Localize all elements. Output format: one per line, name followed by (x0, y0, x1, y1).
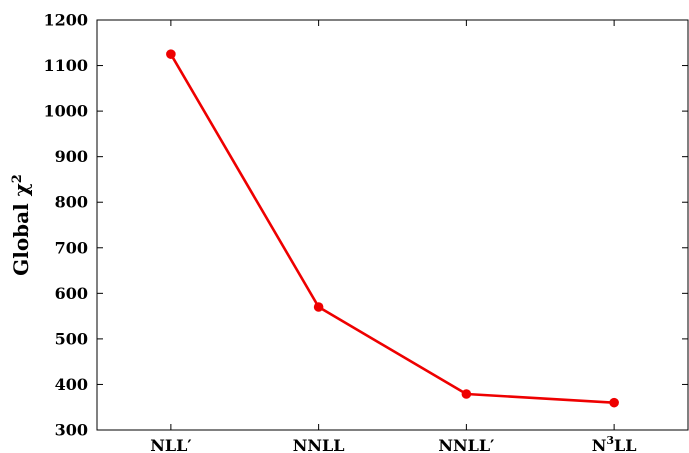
y-tick-label: 1000 (43, 102, 88, 121)
y-tick-label: 500 (55, 329, 88, 348)
y-axis-title: Global χ2 (9, 174, 33, 276)
series-layer (166, 49, 619, 408)
plot-frame (96, 19, 689, 431)
x-tick-label-main: NLL′ (150, 436, 191, 453)
data-point (313, 302, 324, 312)
y-axis: 300 400 500 600 700 800 900 1000 1100 1200 (43, 11, 688, 440)
x-tick-label: NLL′ (150, 436, 191, 453)
y-axis-title-main: Global χ (9, 183, 33, 276)
x-axis: NLL′ NNLL NNLL′ N3LL (150, 20, 637, 453)
x-tick-label-suffix: LL (614, 436, 637, 453)
y-axis-title-superscript: 2 (10, 174, 25, 183)
y-tick-label: 400 (55, 375, 88, 394)
x-tick-label: NNLL (293, 436, 345, 453)
data-point (166, 49, 176, 59)
y-tick-label: 300 (55, 421, 88, 440)
y-tick-label: 1200 (43, 11, 88, 30)
x-tick-label: NNLL′ (438, 436, 494, 453)
x-tick-label-main: N (592, 436, 607, 453)
y-tick-label: 800 (55, 193, 88, 212)
y-tick-label: 700 (55, 238, 88, 257)
y-tick-label: 1100 (43, 56, 88, 75)
x-tick-label-superscript: 3 (606, 434, 614, 447)
y-tick-label: 900 (55, 147, 88, 166)
y-tick-label: 600 (55, 284, 88, 303)
data-point (461, 389, 472, 399)
data-point (609, 397, 619, 408)
x-tick-label-main: NNLL (293, 436, 345, 453)
x-tick-label: N3LL (592, 434, 637, 453)
x-tick-label-main: NNLL′ (438, 436, 494, 453)
series-line (169, 53, 615, 404)
